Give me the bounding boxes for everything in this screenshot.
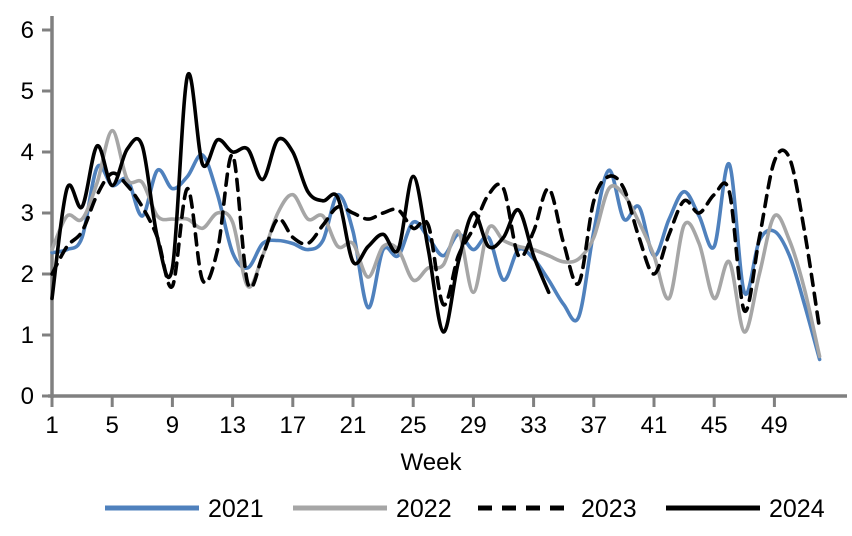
x-tick-label: 17: [279, 412, 306, 439]
x-tick-label: 45: [701, 412, 728, 439]
y-tick-label: 3: [21, 200, 34, 227]
x-tick-label: 41: [641, 412, 668, 439]
y-tick-label: 0: [21, 383, 34, 410]
x-tick-label: 37: [580, 412, 607, 439]
legend-item-2021: 2021: [105, 495, 264, 523]
x-tick-label: 5: [106, 412, 119, 439]
legend: 2021 2022 2023 2024: [105, 495, 825, 523]
x-tick-label: 13: [219, 412, 246, 439]
y-tick-label: 5: [21, 78, 34, 105]
series-2021-line: [50, 153, 822, 362]
y-tick-label: 4: [21, 139, 34, 166]
x-tick-label: 33: [520, 412, 547, 439]
legend-item-2024: 2024: [666, 495, 825, 523]
series-2022-line: [50, 128, 822, 359]
legend-label-2021: 2021: [208, 495, 264, 523]
series-2024-line: [50, 71, 551, 334]
legend-label-2022: 2022: [396, 495, 452, 523]
x-tick-label: 21: [340, 412, 367, 439]
x-tick-label: 29: [460, 412, 487, 439]
y-tick-label: 2: [21, 261, 34, 288]
legend-item-2023: 2023: [478, 495, 637, 523]
y-tick-label: 1: [21, 322, 34, 349]
legend-label-2024: 2024: [769, 495, 825, 523]
legend-item-2022: 2022: [293, 495, 452, 523]
legend-label-2023: 2023: [581, 495, 637, 523]
x-tick-label: 49: [761, 412, 788, 439]
plot-series: [50, 71, 822, 362]
x-tick-label: 25: [400, 412, 427, 439]
y-tick-label: 6: [21, 17, 34, 44]
x-tick-label: 1: [45, 412, 58, 439]
x-axis-title: Week: [401, 449, 463, 476]
x-tick-label: 9: [166, 412, 179, 439]
series-2023-line: [50, 148, 822, 331]
